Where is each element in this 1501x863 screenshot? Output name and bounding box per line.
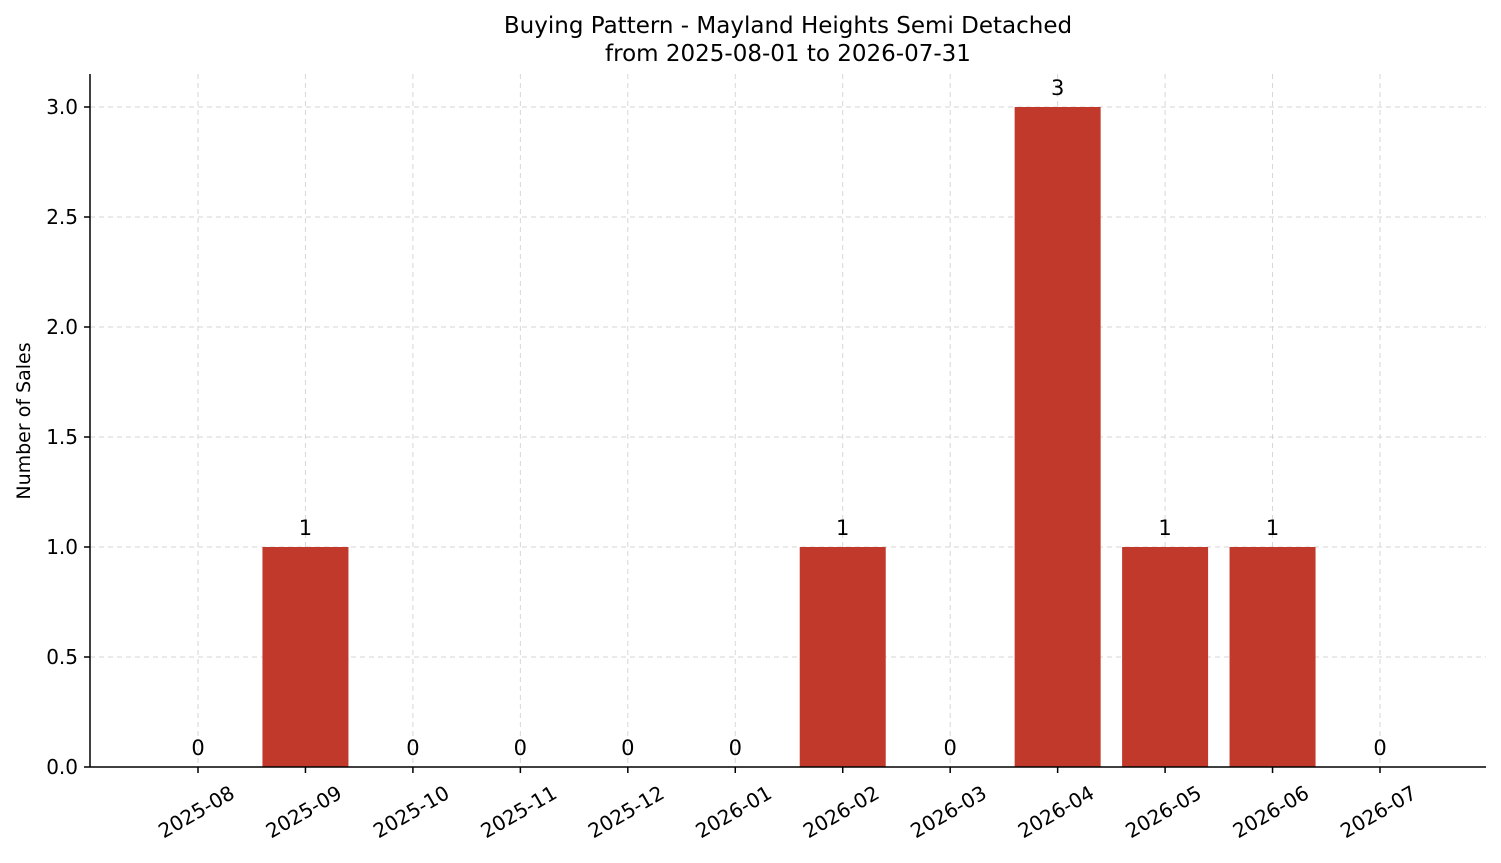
label-layer: 0.0 0.5 1.0 1.5 2.0 2.5 3.0 0 2025-08 1 2025-09 0 20… <box>46 76 1420 843</box>
bar-value-label: 0 <box>191 736 204 760</box>
bar-value-label: 0 <box>1373 736 1386 760</box>
bar-2026-02 <box>799 547 886 767</box>
x-tick-label: 2025-12 <box>584 781 668 844</box>
bar-value-label: 0 <box>514 736 527 760</box>
x-tick-label: 2026-03 <box>906 781 990 844</box>
x-tick-label: 2026-02 <box>799 781 883 844</box>
bar-value-label: 0 <box>406 736 419 760</box>
x-tick-label: 2025-08 <box>154 781 238 844</box>
y-axis-label: Number of Sales <box>13 342 35 499</box>
x-tick-label: 2025-11 <box>476 781 560 844</box>
bar-value-label: 3 <box>1051 76 1064 100</box>
chart-subtitle: from 2025-08-01 to 2026-07-31 <box>605 41 971 67</box>
bar-value-label: 1 <box>1158 516 1171 540</box>
x-tick-label: 2026-04 <box>1014 781 1098 844</box>
x-tick-label: 2025-09 <box>262 781 346 844</box>
y-tick-label: 0.0 <box>46 755 78 779</box>
x-tick-label: 2026-07 <box>1336 781 1420 844</box>
x-tick-label: 2026-06 <box>1229 781 1313 844</box>
bar-value-label: 0 <box>621 736 634 760</box>
bar-2026-04 <box>1014 107 1101 767</box>
y-tick-label: 1.5 <box>46 425 78 449</box>
bar-value-label: 1 <box>299 516 312 540</box>
bar-value-label: 1 <box>836 516 849 540</box>
y-tick-label: 0.5 <box>46 645 78 669</box>
y-tick-label: 2.0 <box>46 315 78 339</box>
x-tick-label: 2026-01 <box>691 781 775 844</box>
x-tick-label: 2025-10 <box>369 781 453 844</box>
y-tick-label: 3.0 <box>46 95 78 119</box>
y-tick-label: 2.5 <box>46 205 78 229</box>
bar-2025-09 <box>262 547 349 767</box>
y-tick-label: 1.0 <box>46 535 78 559</box>
chart-title: Buying Pattern - Mayland Heights Semi De… <box>504 13 1072 39</box>
bar-2026-06 <box>1229 547 1316 767</box>
x-tick-label: 2026-05 <box>1121 781 1205 844</box>
bar-value-label: 1 <box>1266 516 1279 540</box>
bar-value-label: 0 <box>729 736 742 760</box>
bar-layer <box>262 107 1316 767</box>
bar-2026-05 <box>1122 547 1209 767</box>
bar-value-label: 0 <box>943 736 956 760</box>
axis-layer <box>84 74 1486 773</box>
